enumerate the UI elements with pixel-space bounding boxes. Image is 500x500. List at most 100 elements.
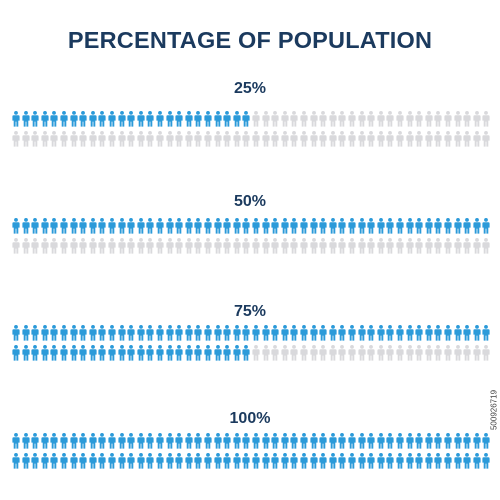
person-icon	[367, 325, 375, 341]
person-filled	[175, 453, 183, 474]
person-filled	[185, 111, 193, 132]
person-icon	[165, 131, 174, 147]
person-icon	[300, 433, 308, 449]
person-filled	[223, 453, 231, 474]
person-icon	[348, 433, 356, 449]
person-icon	[213, 325, 222, 341]
person-empty	[415, 238, 423, 259]
person-icon	[108, 325, 116, 341]
person-icon	[329, 433, 337, 449]
person-icon	[357, 433, 366, 449]
person-icon	[185, 238, 193, 254]
person-empty	[233, 131, 241, 152]
person-filled	[31, 325, 39, 346]
person-filled	[213, 218, 222, 239]
person-filled	[444, 453, 452, 474]
person-filled	[60, 218, 68, 239]
person-empty	[156, 238, 164, 259]
person-filled	[252, 453, 260, 474]
person-empty	[329, 345, 337, 366]
person-icon	[223, 325, 231, 341]
person-filled	[41, 111, 49, 132]
person-icon	[290, 433, 298, 449]
person-icon	[405, 345, 414, 361]
person-icon	[482, 131, 490, 147]
person-icon	[185, 131, 193, 147]
person-icon	[41, 325, 49, 341]
person-filled	[396, 218, 404, 239]
person-filled	[98, 325, 106, 346]
person-icon	[386, 325, 394, 341]
person-icon	[175, 345, 183, 361]
percent-label: 50%	[233, 193, 267, 210]
person-icon	[463, 453, 471, 469]
person-filled	[60, 325, 68, 346]
person-filled	[434, 433, 442, 454]
person-icon	[252, 111, 260, 127]
person-icon	[281, 111, 289, 127]
person-filled	[194, 325, 202, 346]
person-icon	[127, 218, 135, 234]
person-icon	[252, 218, 260, 234]
person-icon	[271, 433, 279, 449]
person-filled	[242, 325, 250, 346]
person-empty	[31, 238, 39, 259]
person-empty	[281, 345, 289, 366]
person-icon	[156, 453, 164, 469]
chart-title: PERCENTAGE OF POPULATION	[67, 27, 433, 53]
person-empty	[300, 111, 308, 132]
person-icon	[463, 238, 471, 254]
person-icon	[223, 433, 231, 449]
person-empty	[473, 111, 481, 132]
person-icon	[41, 345, 49, 361]
person-filled	[281, 218, 289, 239]
person-icon	[41, 453, 49, 469]
person-filled	[146, 453, 154, 474]
person-filled	[453, 325, 462, 346]
person-icon	[377, 131, 385, 147]
person-empty	[367, 238, 375, 259]
person-icon	[233, 325, 241, 341]
person-icon	[137, 345, 145, 361]
person-icon	[473, 345, 481, 361]
person-filled	[319, 453, 327, 474]
person-icon	[261, 453, 270, 469]
person-filled	[117, 111, 126, 132]
person-icon	[108, 218, 116, 234]
person-icon	[463, 325, 471, 341]
person-empty	[69, 238, 78, 259]
person-filled	[194, 453, 202, 474]
person-icon	[69, 345, 78, 361]
person-icon	[31, 111, 39, 127]
person-filled	[60, 433, 68, 454]
person-filled	[108, 218, 116, 239]
person-filled	[309, 218, 318, 239]
person-empty	[242, 131, 250, 152]
person-icon	[108, 238, 116, 254]
person-filled	[21, 453, 30, 474]
person-icon	[396, 238, 404, 254]
person-icon	[89, 433, 97, 449]
person-icon	[329, 325, 337, 341]
person-icon	[98, 453, 106, 469]
person-icon	[223, 218, 231, 234]
person-filled	[348, 453, 356, 474]
person-icon	[463, 218, 471, 234]
person-icon	[367, 218, 375, 234]
person-filled	[127, 433, 135, 454]
person-icon	[319, 433, 327, 449]
person-empty	[463, 345, 471, 366]
person-icon	[482, 325, 490, 341]
person-filled	[415, 433, 423, 454]
person-empty	[50, 131, 58, 152]
person-empty	[367, 131, 375, 152]
person-empty	[261, 345, 270, 366]
person-filled	[50, 453, 58, 474]
person-filled	[69, 433, 78, 454]
person-empty	[281, 111, 289, 132]
person-empty	[357, 345, 366, 366]
person-icon	[79, 111, 87, 127]
person-filled	[242, 111, 250, 132]
person-empty	[185, 131, 193, 152]
person-icon	[434, 131, 442, 147]
